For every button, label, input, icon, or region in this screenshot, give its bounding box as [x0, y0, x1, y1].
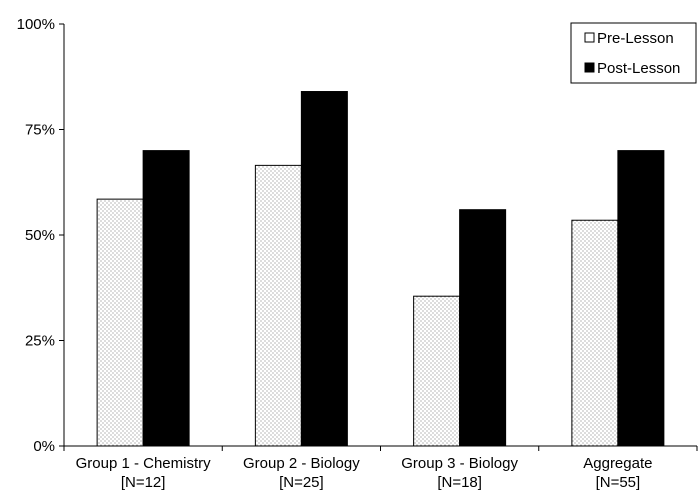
bar-post-lesson: [459, 209, 507, 447]
x-tick-label: Group 1 - Chemistry: [76, 455, 212, 472]
labels: Group 1 - Chemistry [N=12] Group 2 - Biolo…: [76, 455, 653, 491]
x-tick-label-n: [N=18]: [437, 474, 482, 491]
bar-pre-lesson: [254, 164, 302, 447]
bar-post-lesson: [142, 150, 190, 447]
x-tick-label-n: [N=25]: [279, 474, 324, 491]
bar-pre-lesson: [96, 198, 144, 447]
y-tick-label: 50%: [25, 227, 55, 244]
y-tick-label: 0%: [33, 438, 55, 455]
legend-label: Post-Lesson: [597, 60, 680, 77]
legend: Pre-Lesson Post-Lesson: [570, 22, 697, 84]
y-tick-label: 75%: [25, 122, 55, 139]
y-tick-label: 25%: [25, 333, 55, 350]
bar-post-lesson: [300, 91, 348, 447]
x-tick-label: Aggregate: [583, 455, 652, 472]
bars: [96, 91, 665, 447]
y-tick-label: 100%: [17, 16, 55, 33]
x-tick-label-n: [N=12]: [121, 474, 166, 491]
bar-pre-lesson: [413, 295, 461, 447]
x-tick-label-n: [N=55]: [596, 474, 641, 491]
legend-label: Pre-Lesson: [597, 30, 674, 47]
x-tick-label: Group 2 - Biology: [243, 455, 360, 472]
legend-swatch-pre-lesson: [584, 32, 595, 43]
x-tick-label: Group 3 - Biology: [401, 455, 518, 472]
legend-swatch-post-lesson: [584, 62, 595, 73]
bar-pre-lesson: [571, 219, 619, 447]
bar-post-lesson: [617, 150, 665, 447]
